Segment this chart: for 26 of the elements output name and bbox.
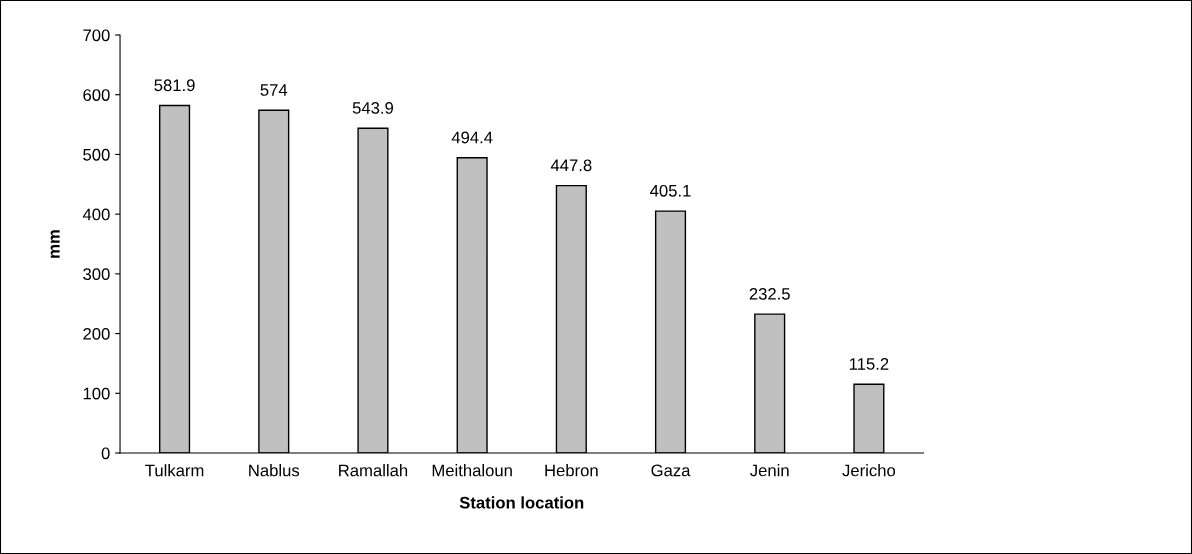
x-tick-label: Tulkarm <box>145 464 204 477</box>
x-tick-label: Nablus <box>249 464 300 477</box>
y-tick-label: 500 <box>83 148 110 161</box>
data-label: 405.1 <box>650 184 691 197</box>
data-label: 543.9 <box>352 102 394 114</box>
data-label: 232.5 <box>749 287 790 300</box>
y-tick-label: 600 <box>83 89 110 101</box>
x-tick-label: Jenin <box>750 464 789 477</box>
y-tick-label: 300 <box>83 268 110 281</box>
x-tick-label: Jericho <box>842 464 896 477</box>
x-axis-title: Station location <box>459 496 584 509</box>
y-tick-label: 400 <box>82 208 110 221</box>
x-tick-label: Meithaloun <box>432 464 512 477</box>
y-tick-label: 100 <box>83 387 110 400</box>
data-label: 115.2 <box>849 358 889 370</box>
y-axis-title: mm <box>50 230 60 258</box>
data-label: 581.9 <box>154 79 195 92</box>
x-tick-label: Hebron <box>545 464 598 477</box>
y-tick-label: 200 <box>83 327 110 340</box>
data-label: 494.4 <box>451 131 493 144</box>
x-tick-label: Gaza <box>651 464 691 477</box>
data-label: 574 <box>260 84 288 96</box>
data-label: 447.8 <box>550 159 592 172</box>
x-tick-label: Ramallah <box>339 464 408 477</box>
y-tick-label: 0 <box>101 447 110 460</box>
y-tick-label: 700 <box>83 29 110 42</box>
